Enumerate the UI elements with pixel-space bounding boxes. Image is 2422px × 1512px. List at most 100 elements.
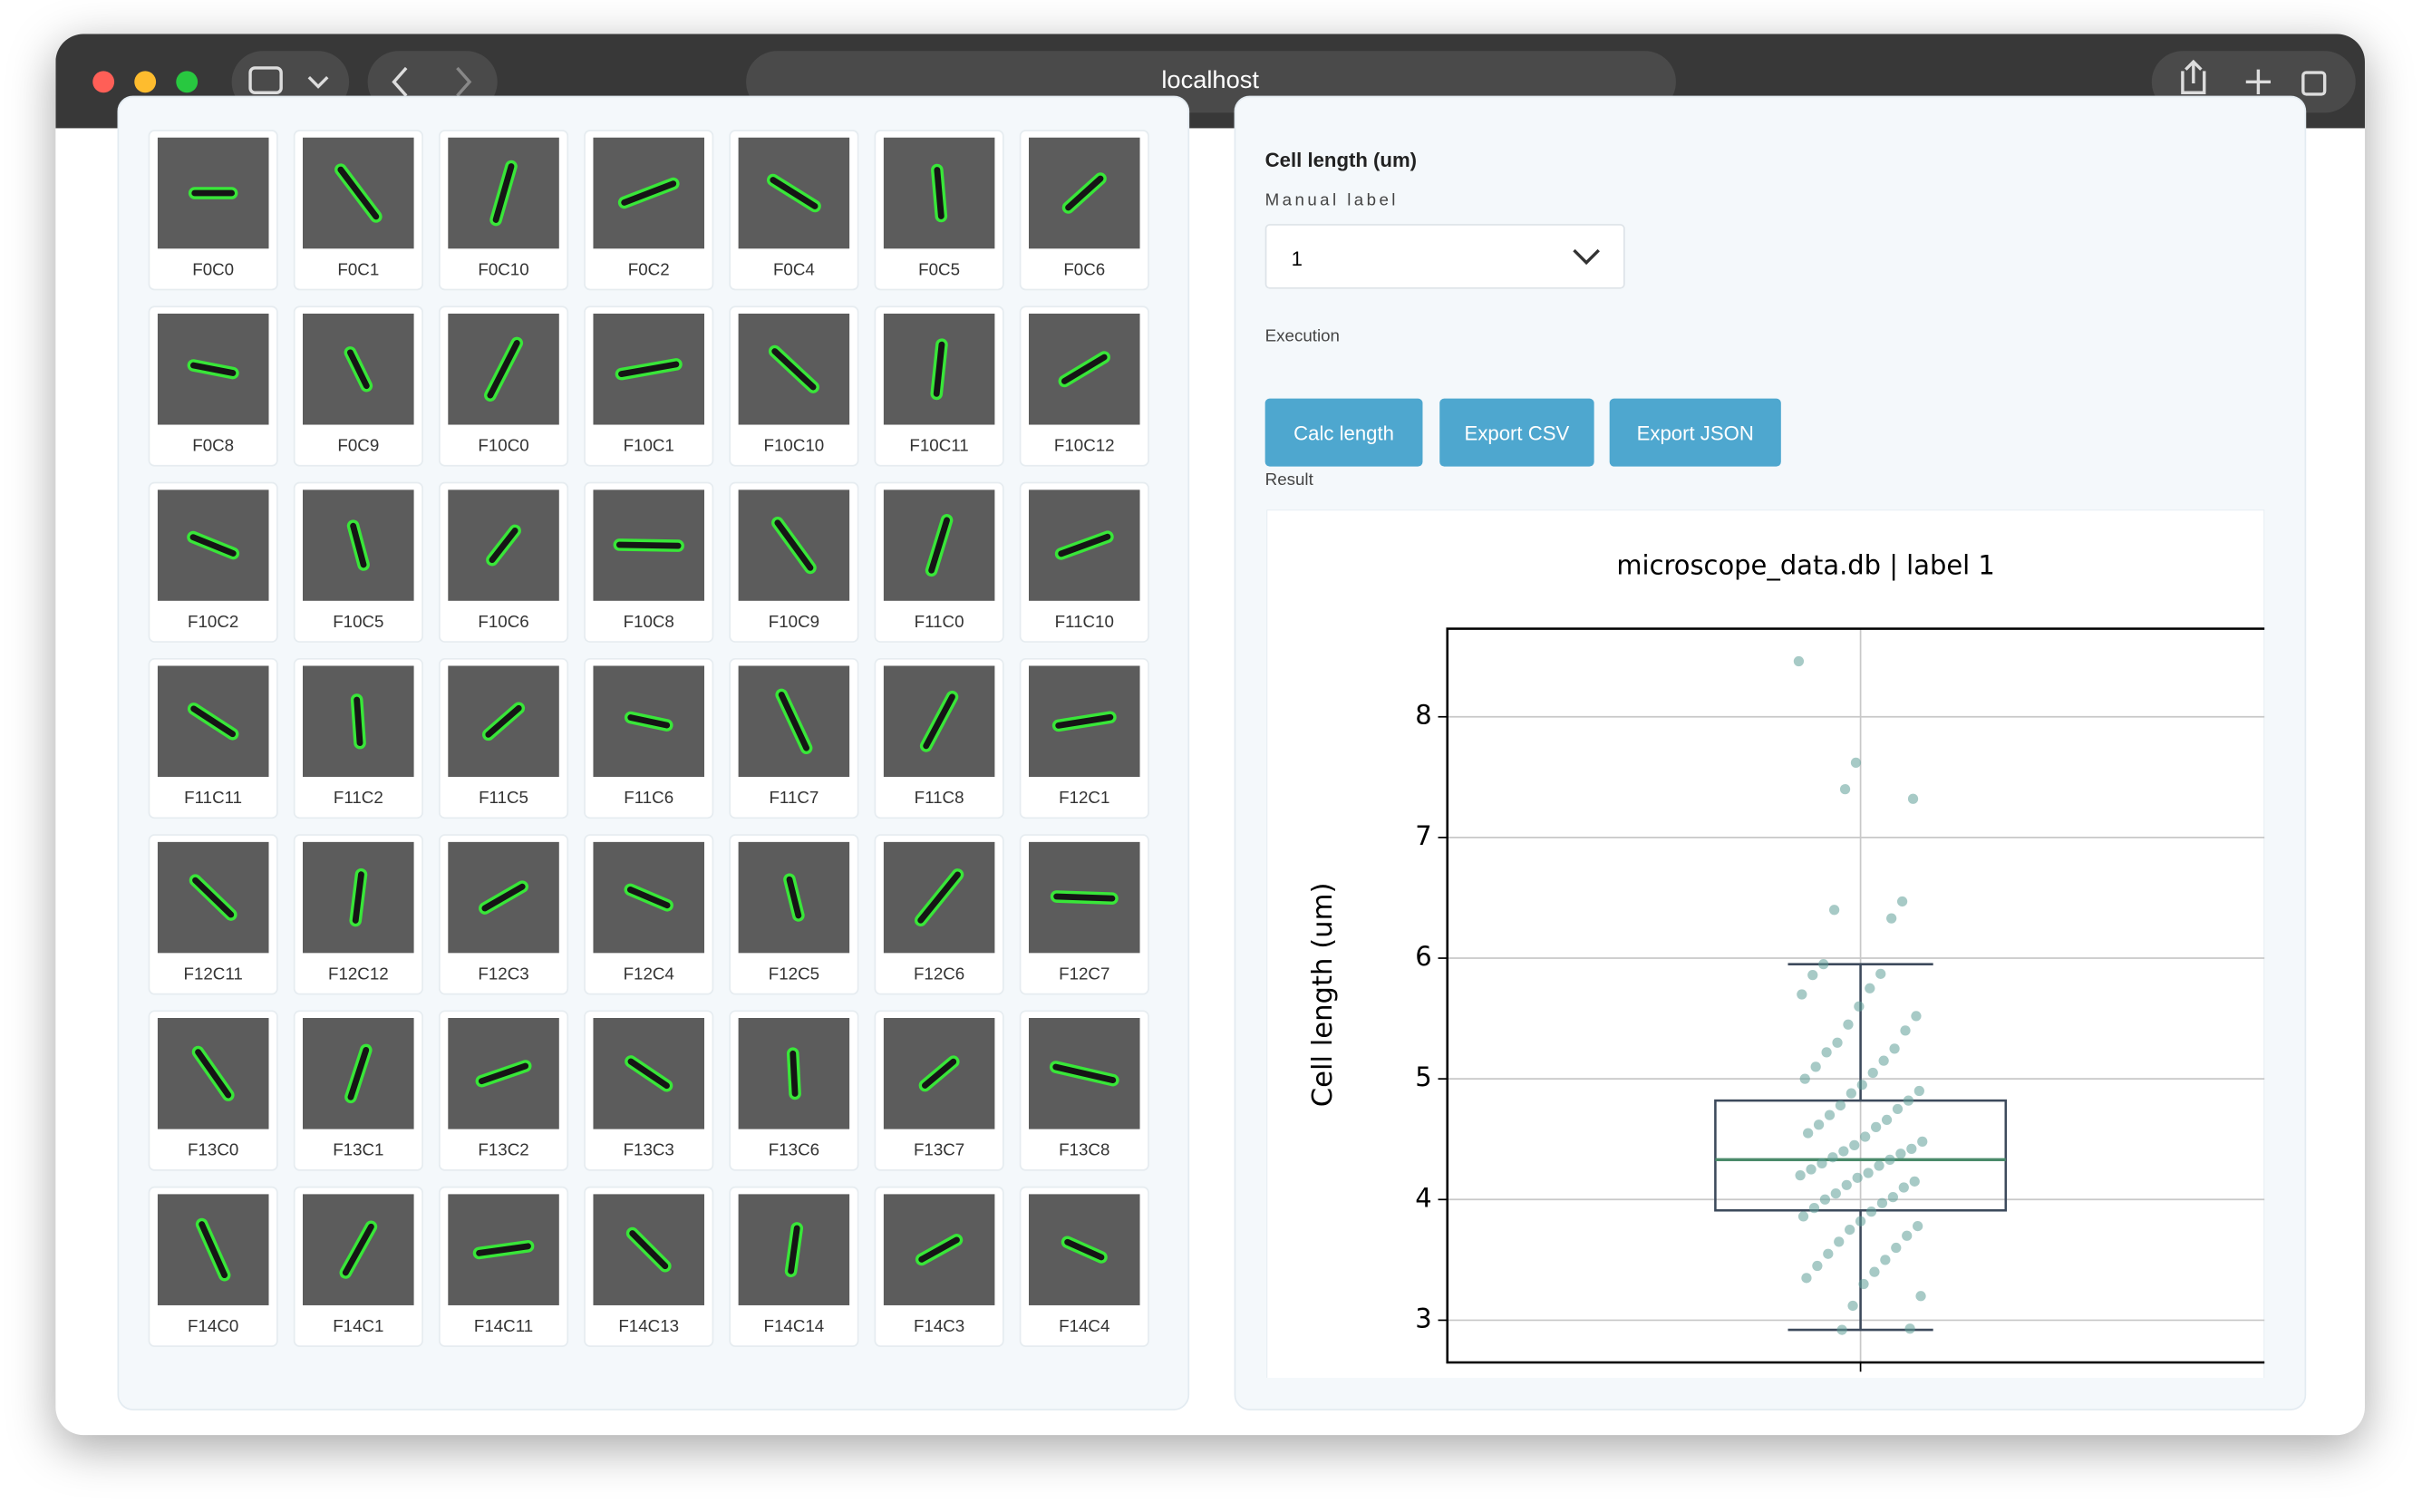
cell-card[interactable]: F10C8: [584, 481, 714, 643]
cell-image: [1028, 313, 1140, 425]
cell-label: F14C3: [913, 1317, 965, 1337]
chevron: [1573, 248, 1600, 266]
cell-body: [618, 361, 680, 378]
cell-card[interactable]: F12C6: [874, 834, 1004, 995]
cell-card[interactable]: F12C11: [148, 834, 278, 995]
cell-card[interactable]: F13C7: [874, 1010, 1004, 1171]
cell-body: [485, 704, 522, 738]
cell-card[interactable]: F11C5: [438, 657, 569, 819]
cell-image: [1028, 137, 1140, 249]
cell-body: [489, 528, 518, 564]
button[interactable]: Export CSV: [1439, 398, 1594, 467]
cell-card[interactable]: F12C5: [729, 834, 859, 995]
cell-card[interactable]: F10C2: [148, 481, 278, 643]
cell-card[interactable]: F11C0: [874, 481, 1004, 643]
cell-card[interactable]: F10C12: [1019, 305, 1149, 467]
cell-card[interactable]: F13C3: [584, 1010, 714, 1171]
button[interactable]: Export JSON: [1609, 398, 1781, 467]
cell-body: [934, 167, 945, 219]
cell-card[interactable]: F12C3: [438, 834, 569, 995]
cell-card[interactable]: F10C0: [438, 305, 569, 467]
cell-card[interactable]: F13C1: [293, 1010, 423, 1171]
cell-card[interactable]: F10C9: [729, 481, 859, 643]
cell-card[interactable]: F0C8: [148, 305, 278, 467]
cell-body: [1058, 533, 1111, 557]
cell-card[interactable]: F11C11: [148, 657, 278, 819]
point: [1867, 1067, 1878, 1079]
cell-label: F12C11: [183, 965, 243, 984]
cell-body: [774, 519, 814, 571]
cell-body: [192, 877, 235, 918]
cell-body: [786, 876, 802, 919]
select[interactable]: 1: [1264, 224, 1625, 289]
cell-label: F12C1: [1059, 789, 1110, 809]
cell-card[interactable]: F13C0: [148, 1010, 278, 1171]
cell-card[interactable]: F12C12: [293, 834, 423, 995]
cell-label: F10C1: [623, 437, 674, 456]
cell-card[interactable]: F0C1: [293, 130, 423, 291]
cell-card[interactable]: F0C2: [584, 130, 714, 291]
point: [1821, 1047, 1832, 1058]
cell-image: [883, 137, 995, 249]
point: [1887, 1192, 1898, 1203]
point: [1830, 1188, 1841, 1199]
cell-card[interactable]: F14C14: [729, 1186, 859, 1347]
cell-image: [738, 665, 850, 778]
cell-card[interactable]: F10C11: [874, 305, 1004, 467]
cell-card[interactable]: F14C0: [148, 1186, 278, 1347]
cell-label: F14C0: [188, 1317, 239, 1337]
cell-label: F10C8: [623, 613, 674, 632]
cell-card[interactable]: F12C4: [584, 834, 714, 995]
cell-card[interactable]: F14C4: [1019, 1186, 1149, 1347]
cell-label: F12C3: [478, 965, 529, 984]
cell-label: F13C3: [623, 1141, 674, 1160]
cell-card[interactable]: F12C7: [1019, 834, 1149, 995]
cell-card[interactable]: F11C10: [1019, 481, 1149, 643]
cell-card[interactable]: F0C10: [438, 130, 569, 291]
cell-card[interactable]: F0C9: [293, 305, 423, 467]
cell-card[interactable]: F14C11: [438, 1186, 569, 1347]
cell-label: F0C5: [918, 260, 961, 280]
cell-card[interactable]: F11C6: [584, 657, 714, 819]
point: [1917, 1136, 1928, 1148]
point: [1880, 1255, 1891, 1265]
cell-body: [917, 871, 961, 924]
point: [1823, 1248, 1834, 1259]
cell-body: [189, 534, 237, 557]
cell-card[interactable]: F14C13: [584, 1186, 714, 1347]
cell-card[interactable]: F0C0: [148, 130, 278, 291]
cell-card[interactable]: F12C1: [1019, 657, 1149, 819]
cell-body: [615, 541, 682, 549]
point: [1847, 1300, 1858, 1312]
cell-card[interactable]: F13C8: [1019, 1010, 1149, 1171]
cell-card[interactable]: F0C6: [1019, 130, 1149, 291]
cell-card[interactable]: F14C3: [874, 1186, 1004, 1347]
cell-card[interactable]: F11C8: [874, 657, 1004, 819]
y-tick-label: 8: [1415, 700, 1431, 731]
cell-image: [593, 313, 705, 425]
cell-card[interactable]: F11C7: [729, 657, 859, 819]
button[interactable]: Calc length: [1264, 398, 1423, 467]
cell-card[interactable]: F10C10: [729, 305, 859, 467]
cell-image: [157, 1018, 269, 1129]
cell-body: [627, 1058, 670, 1090]
cell-card[interactable]: F11C2: [293, 657, 423, 819]
cell-image: [157, 313, 269, 425]
cell-card[interactable]: F0C4: [729, 130, 859, 291]
cell-card[interactable]: F13C6: [729, 1010, 859, 1171]
point: [1793, 655, 1805, 667]
cell-label: F10C6: [478, 613, 529, 632]
cell-card[interactable]: F13C2: [438, 1010, 569, 1171]
cell-body: [1065, 175, 1104, 211]
point: [1871, 1121, 1882, 1133]
url[interactable]: localhost: [1161, 67, 1259, 94]
cell-card[interactable]: F10C1: [584, 305, 714, 467]
cell-card[interactable]: F0C5: [874, 130, 1004, 291]
cell-body: [481, 883, 526, 912]
cell-card[interactable]: F10C5: [293, 481, 423, 643]
cell-card[interactable]: F14C1: [293, 1186, 423, 1347]
cell-card[interactable]: F10C6: [438, 481, 569, 643]
cell-image: [303, 665, 414, 778]
cell-image: [1028, 665, 1140, 778]
